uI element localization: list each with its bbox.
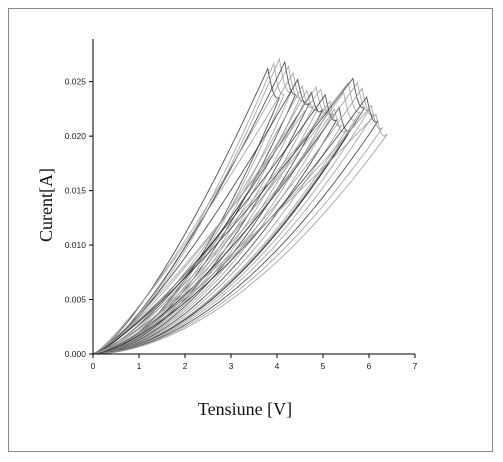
iv-loop-series — [92, 71, 306, 355]
y-tick-label: 0.010 — [65, 240, 87, 250]
iv-loop-series — [92, 104, 384, 355]
iv-loop-series — [92, 95, 379, 355]
y-ticks: 0.000 0.005 0.010 0.015 0.020 0.025 — [65, 77, 93, 359]
iv-loop-series — [92, 87, 375, 355]
iv-loop-series — [92, 91, 324, 355]
x-axis-title: Tensiune [V] — [198, 399, 292, 419]
curve-group — [92, 57, 388, 355]
iv-loop-series — [92, 60, 297, 355]
x-tick-label: 3 — [229, 361, 234, 371]
iv-loop-series — [92, 77, 366, 355]
x-tick-label: 2 — [183, 361, 188, 371]
y-tick-label: 0.000 — [65, 349, 87, 359]
iv-loop-series — [92, 113, 388, 355]
iv-loop-series — [92, 89, 319, 355]
iv-loop-series — [92, 81, 361, 355]
x-ticks: 0 1 2 3 4 5 6 7 — [91, 354, 418, 371]
chart-axes — [92, 39, 415, 355]
x-tick-label: 0 — [91, 361, 96, 371]
iv-loop-series — [92, 85, 329, 355]
iv-loop-series — [92, 81, 370, 355]
iv-loop-series — [92, 84, 315, 355]
iv-loop-series — [92, 78, 311, 355]
x-tick-label: 5 — [321, 361, 326, 371]
y-tick-label: 0.015 — [65, 186, 87, 196]
iv-loop-series — [92, 107, 347, 355]
y-tick-label: 0.025 — [65, 77, 87, 87]
x-tick-label: 1 — [137, 361, 142, 371]
y-tick-label: 0.005 — [65, 295, 87, 305]
iv-loop-series — [92, 57, 292, 355]
iv-loop-series — [92, 88, 334, 355]
x-tick-label: 6 — [367, 361, 372, 371]
y-axis-title: Curent[A] — [36, 168, 56, 242]
x-tick-label: 7 — [413, 361, 418, 371]
y-tick-label: 0.020 — [65, 131, 87, 141]
iv-loop-series — [92, 100, 343, 355]
x-tick-label: 4 — [275, 361, 280, 371]
